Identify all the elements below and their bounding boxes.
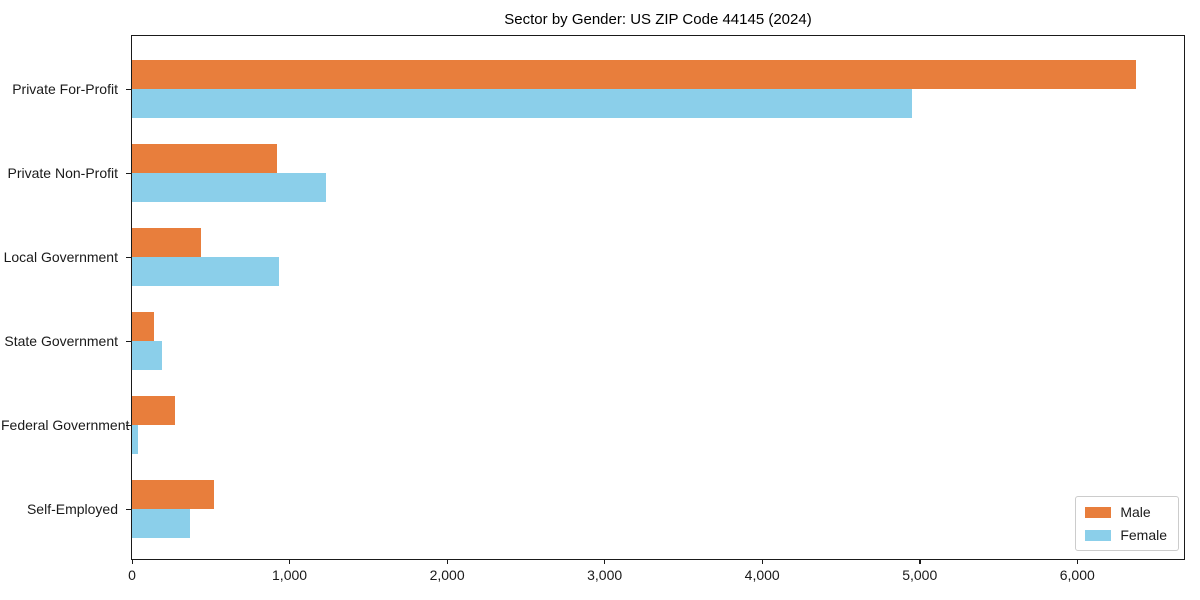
y-axis-tick xyxy=(126,256,132,258)
bar-male-5 xyxy=(132,480,214,509)
x-tick-label: 0 xyxy=(128,567,136,583)
chart-title: Sector by Gender: US ZIP Code 44145 (202… xyxy=(504,11,812,28)
bar-male-3 xyxy=(132,312,154,341)
x-axis-tick xyxy=(131,559,133,564)
category-label: Self-Employed xyxy=(26,501,118,517)
bar-female-4 xyxy=(132,425,138,454)
y-axis-tick xyxy=(126,340,132,342)
x-axis-tick xyxy=(761,559,763,564)
plot-area: Private For-Profit Private Non-Profit Loca… xyxy=(1,35,1185,583)
bar-female-2 xyxy=(132,257,279,286)
bar-female-1 xyxy=(132,173,326,202)
y-axis-tick xyxy=(126,172,132,174)
bar-male-0 xyxy=(132,60,1136,89)
x-tick-label: 1,000 xyxy=(272,567,308,583)
category-label: Private Non-Profit xyxy=(7,165,118,181)
legend-swatch-male xyxy=(1085,506,1112,518)
x-tick-label: 3,000 xyxy=(587,567,623,583)
bar-female-5 xyxy=(132,509,190,538)
x-axis-tick xyxy=(919,559,921,564)
category-label: Private For-Profit xyxy=(12,81,118,97)
category-label: State Government xyxy=(4,333,118,349)
x-axis-tick xyxy=(604,559,606,564)
y-axis-tick xyxy=(126,508,132,510)
bar-male-2 xyxy=(132,228,201,257)
legend-swatch-female xyxy=(1085,529,1112,541)
y-axis-tick xyxy=(126,424,132,426)
x-tick-label: 5,000 xyxy=(902,567,938,583)
legend-label: Male xyxy=(1120,504,1151,520)
x-tick-label: 4,000 xyxy=(744,567,780,583)
legend-entry-male: Male xyxy=(1085,504,1167,520)
y-axis-tick xyxy=(126,88,132,90)
x-axis-tick xyxy=(1076,559,1079,564)
x-axis-tick xyxy=(289,559,291,564)
x-tick-label: 2,000 xyxy=(429,567,465,583)
bar-male-4 xyxy=(132,396,175,425)
legend-label: Female xyxy=(1120,527,1167,543)
legend: Male Female xyxy=(1075,496,1179,551)
x-tick-label: 6,000 xyxy=(1059,567,1095,583)
bar-female-3 xyxy=(132,341,162,370)
bar-male-1 xyxy=(132,144,277,173)
bar-female-0 xyxy=(132,89,912,118)
x-axis-tick xyxy=(446,559,448,564)
category-label: Federal Government xyxy=(1,417,130,433)
legend-entry-female: Female xyxy=(1085,527,1167,543)
category-label: Local Government xyxy=(3,249,118,265)
